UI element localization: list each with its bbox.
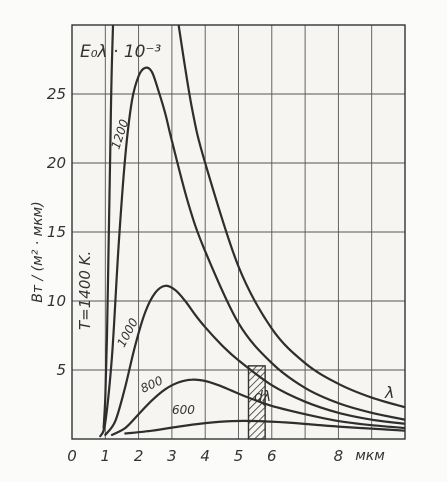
curve-600: [124, 419, 405, 435]
x-tick-label-4: 4: [200, 447, 210, 465]
plot-frame: [71, 24, 406, 440]
x-tick-label-2: 2: [134, 447, 144, 465]
x-tick-label-1: 1: [101, 447, 111, 465]
curve-1400: [102, 25, 115, 430]
x-axis-unit: мкм: [355, 448, 385, 464]
curve-1200: [99, 66, 405, 438]
y-axis-top-label: E₀λ · 10⁻³: [80, 42, 161, 62]
y-tick-labels: 5 10 15 20 25: [47, 85, 66, 379]
d-lambda-arrow: [261, 402, 267, 408]
x-tick-label-0: 0: [67, 447, 77, 465]
curves: [99, 25, 405, 438]
y-tick-label-25: 25: [47, 85, 66, 103]
x-tick-labels: 0 1 2 3 4 5 6 8: [67, 447, 343, 465]
curve-1000: [104, 284, 405, 436]
x-tick-label-8: 8: [334, 447, 344, 465]
y-tick-label-10: 10: [47, 292, 66, 310]
lambda-symbol: λ: [384, 383, 394, 402]
x-tick-label-5: 5: [234, 447, 244, 465]
y-axis-label: Вт / (м² · мкм): [30, 201, 46, 302]
temperature-label: T=1400 K.: [76, 251, 94, 330]
x-tick-label-3: 3: [167, 447, 177, 465]
curve-label-600: 600: [172, 403, 195, 417]
curve-800: [110, 378, 405, 436]
x-tick-label-6: 6: [267, 447, 277, 465]
curve-1400-tail: [177, 25, 405, 409]
y-tick-label-20: 20: [47, 154, 66, 172]
d-lambda-label: dλ: [254, 389, 271, 405]
y-tick-label-15: 15: [47, 223, 66, 241]
y-tick-label-5: 5: [56, 361, 66, 379]
grid: [72, 25, 405, 439]
